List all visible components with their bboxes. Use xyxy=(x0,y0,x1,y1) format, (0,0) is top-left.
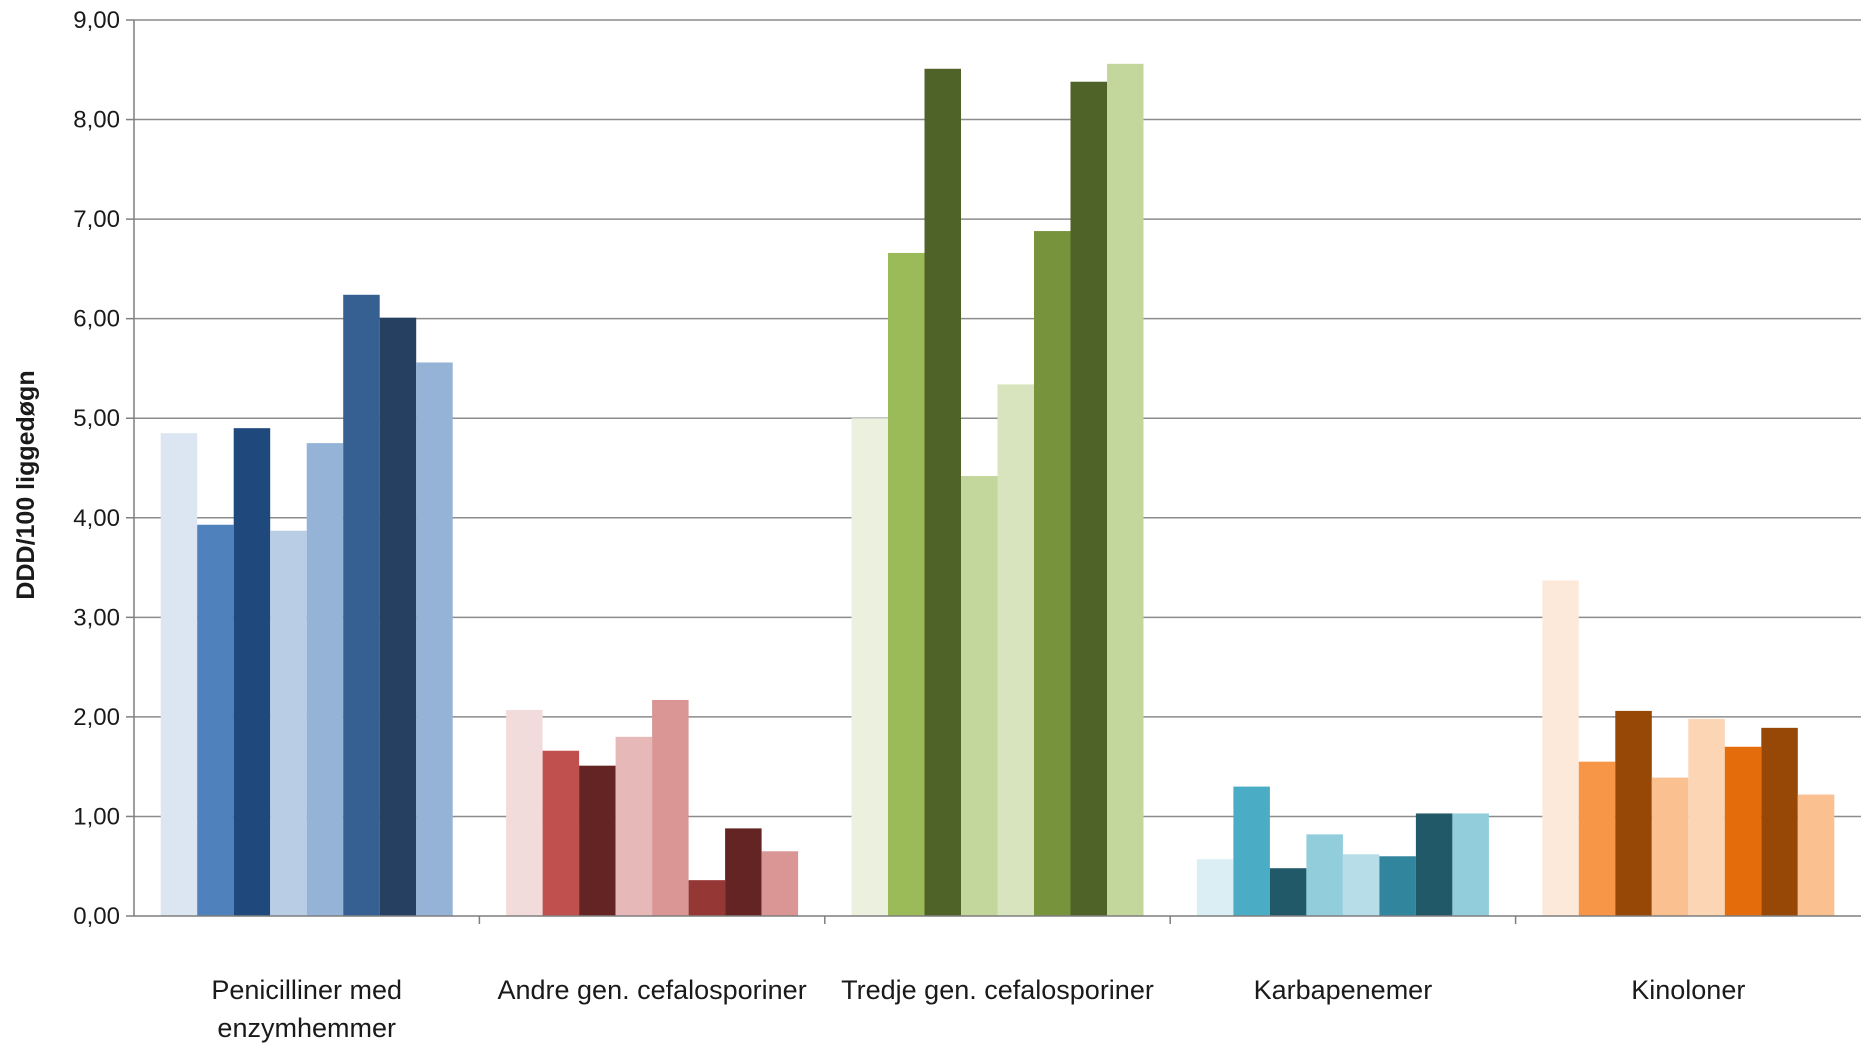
x-category-label: Penicilliner med xyxy=(211,975,402,1005)
bar xyxy=(1761,727,1798,916)
bar xyxy=(1269,868,1307,916)
x-category-label: Karbapenemer xyxy=(1254,975,1433,1005)
bar xyxy=(379,317,417,916)
bar xyxy=(652,699,689,916)
bar xyxy=(1651,777,1689,916)
bar xyxy=(997,384,1034,917)
x-category-label: Andre gen. cefalosporiner xyxy=(497,975,806,1005)
bar xyxy=(688,880,726,916)
y-tick-label: 4,00 xyxy=(73,505,120,532)
bar xyxy=(160,433,198,916)
axes xyxy=(126,19,1861,924)
bar xyxy=(542,750,580,916)
bar xyxy=(1452,813,1489,916)
bar xyxy=(1724,746,1762,916)
bar xyxy=(961,475,998,916)
bar xyxy=(924,68,961,916)
x-category-label: Tredje gen. cefalosporiner xyxy=(841,975,1154,1005)
bar xyxy=(416,362,453,917)
bar xyxy=(1542,580,1579,916)
bar xyxy=(851,418,888,916)
bar xyxy=(197,524,234,916)
bar xyxy=(1797,794,1835,916)
bar xyxy=(725,828,762,916)
bar xyxy=(343,294,380,917)
labels: 0,00 1,00 2,00 3,00 4,00 5,00 6,00 7,00 8,00 9,00… xyxy=(73,7,1745,1043)
bar xyxy=(1342,854,1380,916)
bar xyxy=(1615,710,1652,916)
bar xyxy=(1306,834,1343,916)
bar xyxy=(233,428,271,916)
y-tick-label: 8,00 xyxy=(73,107,120,134)
x-category-label: Kinoloner xyxy=(1631,975,1745,1005)
bar xyxy=(1233,786,1270,916)
y-axis-title: DDD/100 liggedøgn xyxy=(12,370,40,599)
x-category-label: enzymhemmer xyxy=(217,1013,396,1043)
bar xyxy=(1070,81,1107,917)
bar xyxy=(1379,856,1416,916)
bar xyxy=(888,252,925,916)
bar xyxy=(506,709,543,916)
bar xyxy=(1578,761,1616,916)
bar xyxy=(615,736,653,916)
bar xyxy=(1415,813,1453,916)
bar xyxy=(306,443,344,916)
y-tick-label: 6,00 xyxy=(73,306,120,333)
y-tick-label: 2,00 xyxy=(73,704,120,731)
y-tick-label: 5,00 xyxy=(73,405,120,432)
bar xyxy=(1688,718,1725,916)
bar xyxy=(270,530,307,916)
y-tick-label: 7,00 xyxy=(73,206,120,233)
y-tick-label: 0,00 xyxy=(73,903,120,930)
bars xyxy=(160,63,1835,917)
bar xyxy=(1196,859,1234,916)
bar xyxy=(1107,63,1144,916)
bar xyxy=(761,851,799,916)
y-tick-label: 1,00 xyxy=(73,803,120,830)
y-tick-label: 3,00 xyxy=(73,604,120,631)
y-tick-label: 9,00 xyxy=(73,7,120,34)
bar xyxy=(1034,231,1071,916)
bar xyxy=(579,765,616,916)
